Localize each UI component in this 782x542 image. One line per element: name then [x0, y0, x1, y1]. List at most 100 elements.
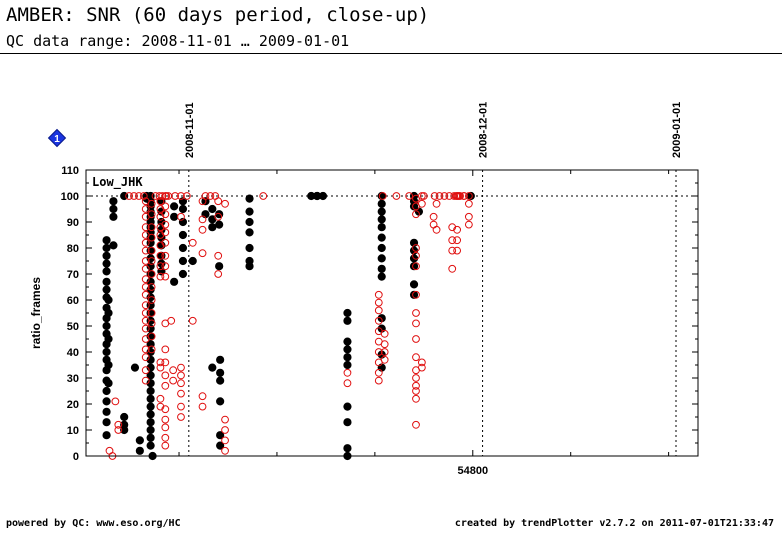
data-point	[102, 251, 111, 260]
data-point	[178, 230, 188, 240]
data-point	[245, 207, 254, 216]
data-point	[409, 202, 419, 211]
data-point	[432, 225, 441, 234]
data-point	[377, 223, 386, 232]
data-point	[343, 368, 352, 377]
data-point	[178, 256, 188, 266]
data-point	[377, 233, 386, 242]
date-marker-layer: 2008-11-01 2008-12-01 2009-01-01	[184, 102, 683, 456]
y-tick-label: 80	[67, 243, 79, 255]
data-point	[169, 366, 178, 375]
data-point	[102, 321, 111, 331]
data-point	[141, 290, 150, 299]
plot-frame	[85, 169, 699, 457]
data-point	[141, 366, 150, 375]
data-point	[147, 319, 156, 328]
data-point	[188, 316, 197, 325]
info-badge-diamond[interactable]	[47, 128, 67, 148]
data-point	[412, 210, 420, 219]
data-point	[380, 348, 389, 356]
data-point	[417, 363, 426, 372]
data-point	[135, 446, 144, 455]
info-badge[interactable]: 1	[47, 128, 67, 148]
data-point	[198, 392, 207, 401]
y-tick-label: 40	[67, 347, 79, 359]
data-point	[312, 191, 322, 201]
data-point	[161, 371, 170, 380]
data-point	[429, 212, 438, 221]
data-point	[147, 332, 156, 341]
data-point	[114, 426, 123, 434]
y-tick-label: 20	[67, 399, 79, 411]
data-point	[201, 210, 210, 219]
x-tick-label: 54800	[457, 465, 488, 477]
data-point	[377, 363, 386, 372]
data-point	[102, 347, 111, 357]
data-point	[377, 207, 386, 216]
data-point	[221, 436, 229, 445]
axis-layer: 0 10 20 30 40 50 60 70 80 90 100 110 54800	[61, 165, 698, 477]
y-tick-label: 90	[67, 217, 79, 229]
data-point	[170, 277, 179, 286]
data-point	[198, 225, 207, 234]
data-point	[198, 197, 207, 206]
data-point	[156, 272, 165, 281]
data-point	[147, 296, 156, 304]
data-point	[374, 316, 383, 325]
data-point	[245, 243, 254, 253]
data-point	[156, 223, 165, 232]
data-point	[214, 197, 223, 206]
data-point	[412, 251, 420, 260]
data-point	[120, 412, 129, 422]
data-point	[104, 360, 113, 370]
data-point	[245, 262, 254, 271]
data-point	[156, 402, 165, 411]
data-point	[380, 329, 389, 338]
data-point	[156, 363, 165, 372]
data-point	[178, 243, 188, 253]
data-point	[170, 202, 179, 211]
data-point	[114, 420, 123, 429]
data-point	[161, 415, 170, 424]
data-point	[147, 309, 156, 317]
data-point	[453, 225, 462, 234]
data-point	[245, 228, 254, 237]
data-point	[412, 309, 420, 317]
data-point	[343, 379, 352, 388]
y-tick-label: 50	[67, 321, 79, 333]
data-point	[221, 446, 229, 455]
data-point	[161, 210, 170, 219]
data-point	[417, 358, 426, 367]
data-point	[147, 283, 156, 291]
data-point	[377, 254, 386, 263]
y-tick-label: 10	[67, 425, 79, 437]
data-point	[146, 441, 155, 450]
page-title: AMBER: SNR (60 days period, close-up)	[6, 4, 430, 26]
data-point	[141, 376, 150, 385]
data-point	[146, 386, 155, 396]
data-point	[374, 298, 383, 307]
data-point	[104, 308, 113, 318]
data-point	[464, 192, 473, 200]
data-point	[102, 407, 111, 416]
data-point	[412, 262, 420, 271]
data-point	[343, 308, 352, 318]
data-point	[139, 192, 148, 200]
data-point	[409, 280, 419, 289]
data-point	[177, 402, 185, 411]
data-point	[141, 264, 150, 273]
data-point	[374, 368, 383, 377]
data-point	[105, 446, 114, 455]
data-point	[102, 397, 111, 406]
data-point	[141, 301, 150, 310]
data-point	[130, 363, 140, 372]
data-point	[464, 212, 473, 221]
data-point	[432, 199, 441, 208]
data-point	[156, 241, 165, 250]
data-point	[448, 246, 457, 255]
data-point	[208, 204, 217, 214]
data-point	[141, 257, 150, 265]
data-point	[412, 381, 420, 390]
data-point	[156, 358, 165, 367]
data-point	[141, 223, 150, 232]
